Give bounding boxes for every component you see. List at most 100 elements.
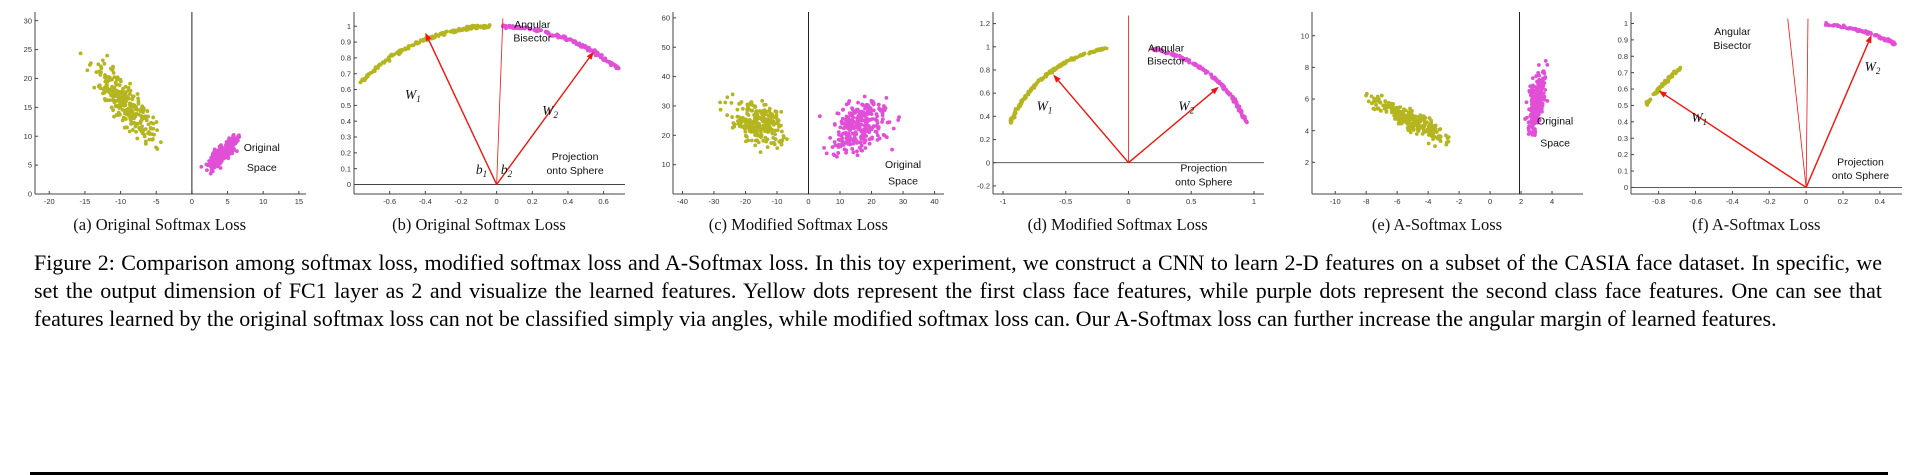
svg-text:1.2: 1.2 <box>979 19 989 28</box>
svg-text:0.2: 0.2 <box>1838 197 1848 206</box>
svg-text:20: 20 <box>23 74 31 83</box>
svg-text:0: 0 <box>27 190 31 199</box>
svg-text:Original: Original <box>1537 115 1573 127</box>
svg-text:-8: -8 <box>1363 197 1370 206</box>
svg-text:15: 15 <box>23 103 31 112</box>
panel-plot-c: -40 -30 -20 -10 0 10 20 30 40 10 20 30 40 50 60 Origina… <box>662 12 945 206</box>
svg-text:0: 0 <box>807 197 811 206</box>
panel-plot-f: -0.8 -0.6 -0.4 -0.2 0 0.2 0.4 0 0.1 0.2 0.3 0.4 0.5 0… <box>1618 12 1903 206</box>
svg-text:-0.4: -0.4 <box>1726 197 1739 206</box>
svg-text:0.7: 0.7 <box>1618 68 1628 77</box>
svg-text:0.2: 0.2 <box>341 148 351 157</box>
svg-text:-10: -10 <box>115 197 126 206</box>
svg-text:-2: -2 <box>1456 197 1463 206</box>
svg-text:W1: W1 <box>1692 110 1708 127</box>
panels-row: -20 -15 -10 -5 0 5 10 15 0 5 10 15 20 25 30 Original Spa… <box>0 0 1916 235</box>
svg-text:1: 1 <box>347 22 351 31</box>
svg-text:5: 5 <box>27 161 31 170</box>
svg-text:-20: -20 <box>43 197 54 206</box>
svg-text:0.8: 0.8 <box>979 66 989 75</box>
svg-text:0: 0 <box>1804 197 1808 206</box>
svg-text:0.1: 0.1 <box>341 164 351 173</box>
svg-text:-10: -10 <box>772 197 783 206</box>
svg-text:Space: Space <box>888 176 918 188</box>
svg-text:0.5: 0.5 <box>341 101 351 110</box>
svg-text:10: 10 <box>259 197 267 206</box>
svg-text:0: 0 <box>1126 197 1130 206</box>
svg-text:4: 4 <box>1305 126 1309 135</box>
svg-text:-1: -1 <box>999 197 1006 206</box>
svg-text:-0.2: -0.2 <box>977 181 990 190</box>
svg-text:b1: b1 <box>476 162 487 179</box>
svg-text:Bisector: Bisector <box>513 32 551 44</box>
svg-text:Angular: Angular <box>1148 42 1185 54</box>
svg-text:W2: W2 <box>542 103 558 120</box>
panel-e: -10 -8 -6 -4 -2 0 2 4 2 4 6 8 10 Original Space (e) A-… <box>1277 6 1596 235</box>
svg-text:10: 10 <box>662 160 670 169</box>
svg-text:0.7: 0.7 <box>341 69 351 78</box>
svg-text:-5: -5 <box>153 197 160 206</box>
svg-text:20: 20 <box>868 197 876 206</box>
svg-text:0: 0 <box>347 180 351 189</box>
svg-text:0.6: 0.6 <box>979 89 989 98</box>
svg-text:-40: -40 <box>677 197 688 206</box>
svg-text:Space: Space <box>1540 138 1570 150</box>
svg-text:-15: -15 <box>79 197 90 206</box>
panel-b: -0.6 -0.4 -0.2 0 0.2 0.4 0.6 0 0.1 0.2 0.3 0.4 0.5 0.… <box>319 6 638 235</box>
panel-caption-a: (a) Original Softmax Loss <box>73 215 247 234</box>
svg-text:0.6: 0.6 <box>1618 85 1628 94</box>
svg-text:W1: W1 <box>405 87 421 104</box>
svg-text:0.3: 0.3 <box>1618 134 1628 143</box>
svg-text:20: 20 <box>662 131 670 140</box>
figure-caption-label: Figure 2: <box>34 250 115 275</box>
svg-text:5: 5 <box>225 197 229 206</box>
svg-text:1: 1 <box>1252 197 1256 206</box>
svg-text:10: 10 <box>836 197 844 206</box>
panel-caption-b: (b) Original Softmax Loss <box>392 215 566 234</box>
svg-text:40: 40 <box>662 72 670 81</box>
svg-text:Bisector: Bisector <box>1147 56 1185 68</box>
svg-text:30: 30 <box>23 16 31 25</box>
svg-text:2: 2 <box>1305 158 1309 167</box>
svg-text:60: 60 <box>662 13 670 22</box>
svg-text:-6: -6 <box>1394 197 1401 206</box>
svg-text:0.3: 0.3 <box>341 133 351 142</box>
svg-text:onto Sphere: onto Sphere <box>1175 176 1232 188</box>
svg-text:10: 10 <box>1301 31 1309 40</box>
svg-text:0: 0 <box>985 158 989 167</box>
panel-d: -1 -0.5 0 0.5 1 -0.2 0 0.2 0.4 0.6 0.8 1 1.2 W1 W2 Angu… <box>958 6 1277 235</box>
svg-text:0.9: 0.9 <box>1618 35 1628 44</box>
svg-text:b2: b2 <box>501 162 513 179</box>
panel-caption-c: (c) Modified Softmax Loss <box>708 215 888 234</box>
svg-text:onto Sphere: onto Sphere <box>546 165 603 177</box>
svg-text:4: 4 <box>1550 197 1554 206</box>
svg-text:-4: -4 <box>1425 197 1432 206</box>
svg-text:-0.5: -0.5 <box>1059 197 1072 206</box>
svg-text:0.8: 0.8 <box>341 53 351 62</box>
svg-text:0.8: 0.8 <box>1618 52 1628 61</box>
svg-text:Angular: Angular <box>1715 26 1752 38</box>
svg-text:25: 25 <box>23 45 31 54</box>
svg-text:Original: Original <box>243 142 279 154</box>
svg-text:0.5: 0.5 <box>1618 101 1628 110</box>
svg-text:-0.4: -0.4 <box>419 197 432 206</box>
svg-text:0.6: 0.6 <box>598 197 608 206</box>
svg-text:-10: -10 <box>1330 197 1341 206</box>
svg-text:0.4: 0.4 <box>1875 197 1885 206</box>
svg-text:-0.2: -0.2 <box>454 197 467 206</box>
svg-text:10: 10 <box>23 132 31 141</box>
svg-text:0.4: 0.4 <box>979 112 989 121</box>
svg-text:0: 0 <box>495 197 499 206</box>
svg-text:0.6: 0.6 <box>341 85 351 94</box>
svg-text:0.1: 0.1 <box>1618 167 1628 176</box>
svg-text:6: 6 <box>1305 95 1309 104</box>
svg-text:Angular: Angular <box>514 19 551 31</box>
svg-text:8: 8 <box>1305 63 1309 72</box>
svg-text:-0.6: -0.6 <box>383 197 396 206</box>
svg-text:0.4: 0.4 <box>1618 117 1628 126</box>
panel-caption-d: (d) Modified Softmax Loss <box>1027 215 1208 234</box>
svg-text:Projection: Projection <box>1180 162 1227 174</box>
svg-text:Original: Original <box>885 159 921 171</box>
panel-plot-d: -1 -0.5 0 0.5 1 -0.2 0 0.2 0.4 0.6 0.8 1 1.2 W1 W2 Angu… <box>977 12 1264 206</box>
panel-caption-f: (f) A-Softmax Loss <box>1692 215 1821 234</box>
